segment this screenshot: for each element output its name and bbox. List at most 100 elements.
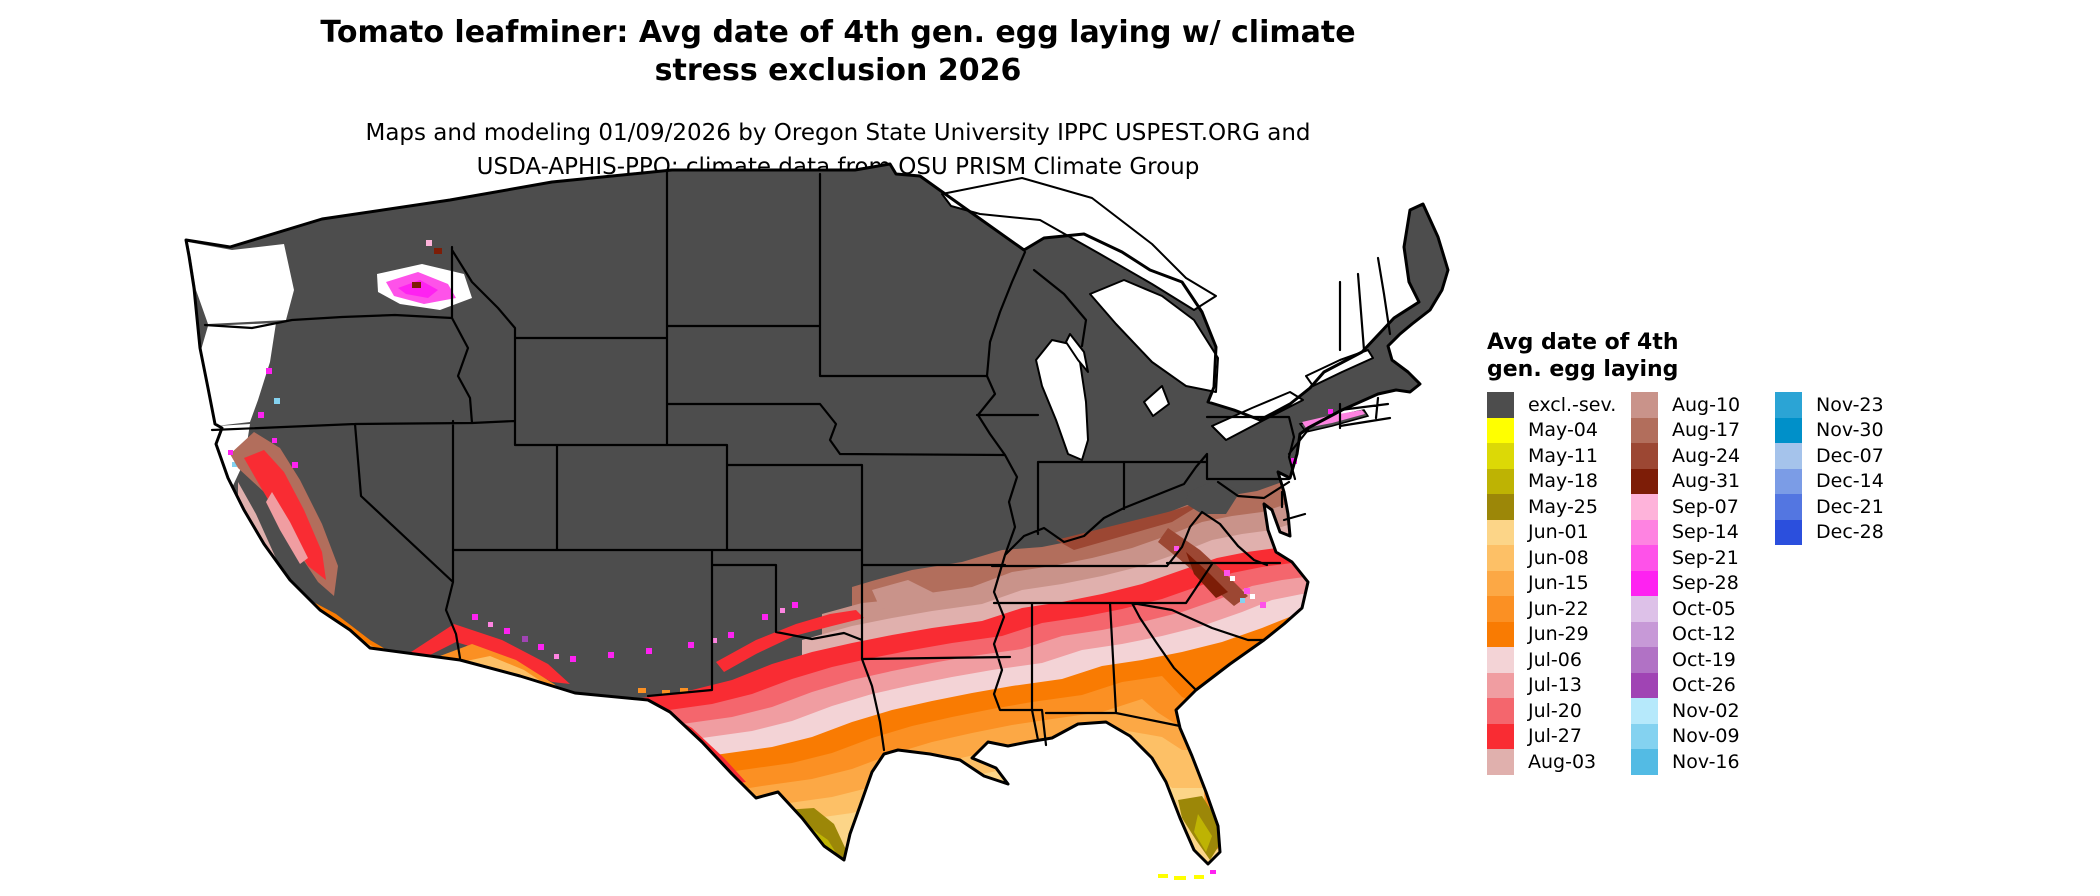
legend-swatch [1487, 443, 1514, 469]
legend-label: Jun-15 [1528, 572, 1589, 595]
legend-swatch [1631, 392, 1658, 418]
map-region-or-white [201, 323, 276, 426]
legend-row: Dec-28 [1775, 519, 1884, 545]
legend-swatch [1487, 647, 1514, 673]
legend-swatch [1775, 443, 1802, 469]
legend-column-3: Nov-23 Nov-30 Dec-07 Dec-14 Dec-21 Dec-28 [1775, 392, 1884, 545]
legend-label: Jun-29 [1528, 623, 1589, 646]
legend-row: Jun-01 [1487, 519, 1616, 545]
legend-label: Oct-26 [1672, 674, 1736, 697]
legend-swatch [1631, 417, 1658, 443]
page-title-line2: stress exclusion 2026 [654, 53, 1022, 88]
legend-row: Aug-24 [1631, 443, 1740, 469]
map-specks-app-white [1230, 576, 1255, 599]
map-keys-yellow [1158, 874, 1204, 880]
legend-row: Oct-19 [1631, 647, 1740, 673]
legend-label: Oct-12 [1672, 623, 1736, 646]
legend-swatch [1775, 392, 1802, 418]
legend-swatch [1487, 596, 1514, 622]
legend-swatch [1487, 621, 1514, 647]
legend-row: Jul-06 [1487, 647, 1616, 673]
legend-label: Oct-05 [1672, 597, 1736, 620]
legend-swatch [1487, 723, 1514, 749]
legend-row: Aug-17 [1631, 417, 1740, 443]
map-patch-socal-orange [300, 596, 444, 674]
legend-label: Aug-31 [1672, 470, 1741, 493]
legend-label: Nov-30 [1816, 419, 1884, 442]
legend-swatch [1631, 519, 1658, 545]
legend-swatch [1775, 519, 1802, 545]
legend-label: Jun-01 [1528, 521, 1589, 544]
legend-swatch [1631, 621, 1658, 647]
legend-swatch [1631, 749, 1658, 775]
legend-row: Dec-14 [1775, 468, 1884, 494]
map-header: Tomato leafminer: Avg date of 4th gen. e… [0, 14, 1676, 90]
legend-swatch [1631, 698, 1658, 724]
legend-column-1: excl.-sev. May-04 May-11 May-18 May-25 Jun-01… [1487, 392, 1616, 775]
legend-row: Dec-07 [1775, 443, 1884, 469]
map-specks-rim-magenta [472, 602, 798, 662]
legend-label: Jul-20 [1528, 699, 1582, 722]
legend-label: Aug-24 [1672, 444, 1741, 467]
page-title-line1: Tomato leafminer: Avg date of 4th gen. e… [320, 15, 1356, 50]
lake-huron [1089, 279, 1219, 393]
legend-swatch [1487, 570, 1514, 596]
legend-row: Sep-21 [1631, 545, 1740, 571]
legend-row: Jul-20 [1487, 698, 1616, 724]
lake-superior [941, 177, 1217, 311]
map-speck-ut-pink [426, 240, 432, 246]
legend-label: Aug-03 [1528, 750, 1597, 773]
legend-row: Sep-07 [1631, 494, 1740, 520]
map-patch-ca-pink [266, 492, 308, 564]
legend-row: Oct-26 [1631, 672, 1740, 698]
legend-label: Jul-13 [1528, 674, 1582, 697]
legend-label: Sep-28 [1672, 572, 1739, 595]
legend-label: May-25 [1528, 495, 1598, 518]
legend-label: Dec-07 [1816, 444, 1884, 467]
map-speck-app-cyan [1240, 598, 1245, 603]
legend-swatch [1487, 392, 1514, 418]
us-map-svg [184, 162, 1450, 880]
legend-label: Dec-21 [1816, 495, 1884, 518]
legend-row: May-18 [1487, 468, 1616, 494]
map-patch-ozark-brown [872, 580, 936, 612]
legend-label: Dec-14 [1816, 470, 1884, 493]
us-choropleth-map [172, 162, 1452, 892]
legend-swatch [1631, 570, 1658, 596]
map-region-wa-white [188, 242, 294, 324]
legend-swatch [1487, 698, 1514, 724]
legend-swatch [1631, 596, 1658, 622]
lake-michigan [1035, 339, 1089, 461]
legend-row: Aug-03 [1487, 749, 1616, 775]
legend-label: Jul-27 [1528, 725, 1582, 748]
legend-swatch [1775, 468, 1802, 494]
legend-label: Oct-19 [1672, 648, 1736, 671]
legend-row: Nov-09 [1631, 723, 1740, 749]
legend-swatch [1631, 443, 1658, 469]
legend-label: Sep-14 [1672, 521, 1739, 544]
legend-column-2: Aug-10 Aug-17 Aug-24 Aug-31 Sep-07 Sep-14 Sep-… [1631, 392, 1740, 775]
legend-swatch [1487, 494, 1514, 520]
map-patch-wa-aug31 [412, 282, 421, 288]
legend-label: May-04 [1528, 419, 1598, 442]
legend-label: Aug-10 [1672, 393, 1741, 416]
state-borders [203, 168, 1392, 752]
legend-row: Jul-13 [1487, 672, 1616, 698]
legend-row: Jun-29 [1487, 621, 1616, 647]
legend-row: May-25 [1487, 494, 1616, 520]
green-bay [1065, 333, 1089, 373]
legend-swatch [1631, 647, 1658, 673]
legend-row: Jul-27 [1487, 723, 1616, 749]
legend-swatch [1487, 749, 1514, 775]
legend-row: Sep-14 [1631, 519, 1740, 545]
legend-label: Sep-21 [1672, 546, 1739, 569]
legend-label: Nov-09 [1672, 725, 1740, 748]
legend-row: Oct-12 [1631, 621, 1740, 647]
legend-swatch [1487, 417, 1514, 443]
legend-row: May-04 [1487, 417, 1616, 443]
legend-swatch [1631, 468, 1658, 494]
map-slivers-nm-orange [638, 688, 688, 695]
legend-swatch [1631, 545, 1658, 571]
subtitle-line1: Maps and modeling 01/09/2026 by Oregon S… [365, 120, 1311, 146]
legend-title-line1: Avg date of 4th [1487, 330, 1679, 355]
